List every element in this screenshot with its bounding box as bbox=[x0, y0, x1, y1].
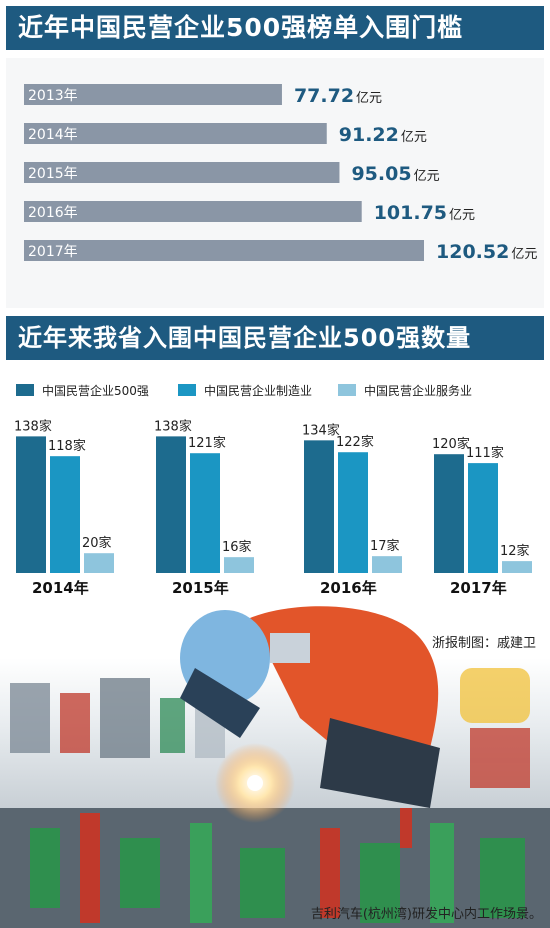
count-label: 16家 bbox=[222, 539, 252, 555]
photo-caption: 吉利汽车(杭州湾)研发中心内工作场景。 bbox=[310, 907, 542, 922]
count-bar bbox=[434, 454, 464, 573]
count-bar bbox=[502, 561, 532, 573]
threshold-year-label: 2017年 bbox=[28, 244, 78, 260]
count-label: 20家 bbox=[82, 535, 112, 551]
threshold-bar bbox=[24, 84, 282, 105]
legend-swatch bbox=[16, 384, 34, 396]
count-label: 138家 bbox=[154, 418, 192, 434]
grouped-bar-chart: 中国民营企业500强 中国民营企业制造业 中国民营企业服务业 138家 118家 20家 2… bbox=[14, 383, 532, 597]
legend-label: 中国民营企业制造业 bbox=[204, 383, 312, 398]
threshold-unit-label: 亿元 bbox=[356, 91, 382, 106]
count-label: 138家 bbox=[14, 418, 52, 434]
count-bar bbox=[224, 557, 254, 573]
count-bar bbox=[304, 440, 334, 573]
year-category-label: 2016年 bbox=[320, 579, 377, 597]
legend-swatch bbox=[338, 384, 356, 396]
threshold-unit-label: 亿元 bbox=[511, 247, 537, 262]
threshold-bar bbox=[24, 201, 362, 222]
factory-welding-photo bbox=[0, 598, 550, 928]
year-category-label: 2015年 bbox=[172, 579, 229, 597]
threshold-year-label: 2014年 bbox=[28, 127, 78, 143]
chart-1-title: 近年中国民营企业500强榜单入围门槛 bbox=[6, 6, 544, 50]
threshold-value-label: 77.72 bbox=[294, 85, 354, 107]
threshold-bar bbox=[24, 240, 424, 261]
count-bar bbox=[468, 463, 498, 573]
count-label: 120家 bbox=[432, 436, 470, 452]
count-label: 121家 bbox=[188, 435, 226, 451]
threshold-year-label: 2013年 bbox=[28, 88, 78, 104]
graphic-credit: 浙报制图：戚建卫 bbox=[431, 636, 536, 651]
threshold-value-label: 91.22 bbox=[339, 124, 399, 146]
count-label: 12家 bbox=[500, 543, 530, 559]
count-bar bbox=[156, 436, 186, 573]
threshold-unit-label: 亿元 bbox=[414, 169, 440, 184]
count-label: 134家 bbox=[302, 422, 340, 438]
legend-swatch bbox=[178, 384, 196, 396]
threshold-value-label: 120.52 bbox=[436, 241, 509, 263]
welding-scene-image bbox=[0, 606, 550, 928]
legend-label: 中国民营企业服务业 bbox=[364, 383, 472, 398]
threshold-unit-label: 亿元 bbox=[449, 208, 475, 223]
count-bar bbox=[372, 556, 402, 573]
count-label: 111家 bbox=[466, 445, 504, 461]
count-bar bbox=[84, 553, 114, 573]
count-label: 122家 bbox=[336, 434, 374, 450]
count-label: 118家 bbox=[48, 438, 86, 454]
threshold-value-label: 101.75 bbox=[374, 202, 447, 224]
threshold-year-label: 2016年 bbox=[28, 205, 78, 221]
threshold-year-label: 2015年 bbox=[28, 166, 78, 182]
threshold-chart-panel: 2013年 77.72 亿元 2014年 91.22 亿元 2015年 95.05 亿元 2016… bbox=[6, 58, 544, 308]
year-category-label: 2014年 bbox=[32, 579, 89, 597]
year-category-label: 2017年 bbox=[450, 579, 507, 597]
legend-label: 中国民营企业500强 bbox=[42, 383, 149, 398]
threshold-unit-label: 亿元 bbox=[401, 130, 427, 145]
chart-2-title: 近年来我省入围中国民营企业500强数量 bbox=[6, 316, 544, 360]
count-bar bbox=[16, 436, 46, 573]
count-label: 17家 bbox=[370, 538, 400, 554]
threshold-bar bbox=[24, 123, 327, 144]
threshold-value-label: 95.05 bbox=[351, 163, 411, 185]
count-bar bbox=[338, 452, 368, 573]
threshold-bar bbox=[24, 162, 340, 183]
count-bar bbox=[190, 453, 220, 573]
count-bar bbox=[50, 456, 80, 573]
